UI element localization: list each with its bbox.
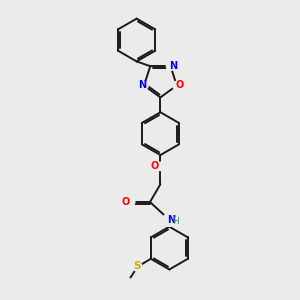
Text: S: S	[133, 261, 141, 271]
Circle shape	[172, 81, 181, 90]
Text: N: N	[167, 215, 175, 225]
Circle shape	[163, 213, 176, 226]
Text: O: O	[175, 80, 183, 91]
Circle shape	[156, 162, 165, 170]
Circle shape	[122, 278, 132, 289]
Text: O: O	[121, 197, 130, 207]
Circle shape	[167, 62, 175, 70]
Circle shape	[140, 81, 148, 90]
Text: O: O	[151, 161, 159, 171]
Circle shape	[133, 262, 142, 271]
Circle shape	[127, 198, 135, 206]
Text: H: H	[172, 217, 179, 226]
Text: N: N	[169, 61, 177, 71]
Text: N: N	[139, 80, 147, 91]
